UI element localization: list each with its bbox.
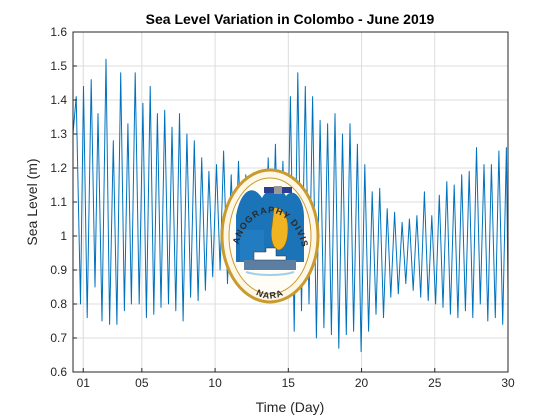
plot-frame (72, 31, 509, 373)
x-tick-label: 25 (428, 376, 442, 390)
x-tick-label: 30 (501, 376, 515, 390)
tick-labels: 01 05 10 15 20 25 30 0.6 0.7 0.8 0.9 1 1.1 1.2 1.3 1.4 1… (50, 25, 515, 390)
seal-bottom-text: NARA (255, 287, 285, 300)
x-tick-label: 05 (135, 376, 149, 390)
y-axis-label: Sea Level (m) (24, 158, 40, 245)
y-tick-label: 1.1 (50, 195, 67, 209)
y-tick-label: 0.7 (50, 331, 67, 345)
y-tick-label: 1.2 (50, 161, 67, 175)
y-tick-label: 1.3 (50, 127, 67, 141)
sea-level-series-line (72, 58, 509, 353)
x-tick-label: 01 (77, 376, 91, 390)
y-tick-label: 0.9 (50, 263, 67, 277)
y-tick-label: 1.6 (50, 25, 67, 39)
axes (72, 31, 509, 373)
x-axis-label: Time (Day) (256, 399, 325, 415)
y-tick-label: 1.4 (50, 93, 67, 107)
y-tick-label: 0.8 (50, 297, 67, 311)
y-tick-label: 1.5 (50, 59, 67, 73)
x-tick-label: 10 (208, 376, 222, 390)
series-layer (72, 58, 509, 353)
y-tick-label: 1 (60, 229, 67, 243)
chart-title: Sea Level Variation in Colombo - June 20… (146, 11, 435, 27)
y-tick-label: 0.6 (50, 365, 67, 379)
x-tick-label: 20 (355, 376, 369, 390)
x-tick-label: 15 (282, 376, 296, 390)
nara-seal-logo: OCEANOGRAPHY DIVISION NARA (220, 168, 320, 304)
